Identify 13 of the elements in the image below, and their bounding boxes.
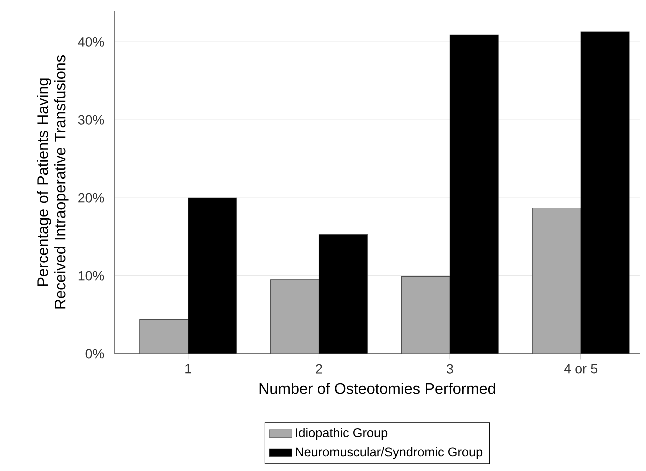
y-tick-label: 30% <box>78 115 104 125</box>
x-tick-label: 3 <box>446 364 454 374</box>
legend-label: Idiopathic Group <box>296 428 388 440</box>
y-tick-label: 10% <box>78 271 104 281</box>
x-tick-label: 1 <box>186 364 192 374</box>
x-tick-label: 4 or 5 <box>564 364 598 374</box>
x-axis-title: Number of Osteotomies Performed <box>260 382 496 394</box>
y-tick-label: 0% <box>86 349 104 359</box>
y-tick-label: 20% <box>78 193 104 203</box>
legend-label: Neuromuscular/Syndromic Group <box>296 447 483 460</box>
y-axis-title: Percentage of Patients Having Received Intraoperative Transfusions <box>37 56 69 309</box>
x-tick-label: 2 <box>316 364 322 374</box>
y-tick-label: 40% <box>78 37 104 47</box>
